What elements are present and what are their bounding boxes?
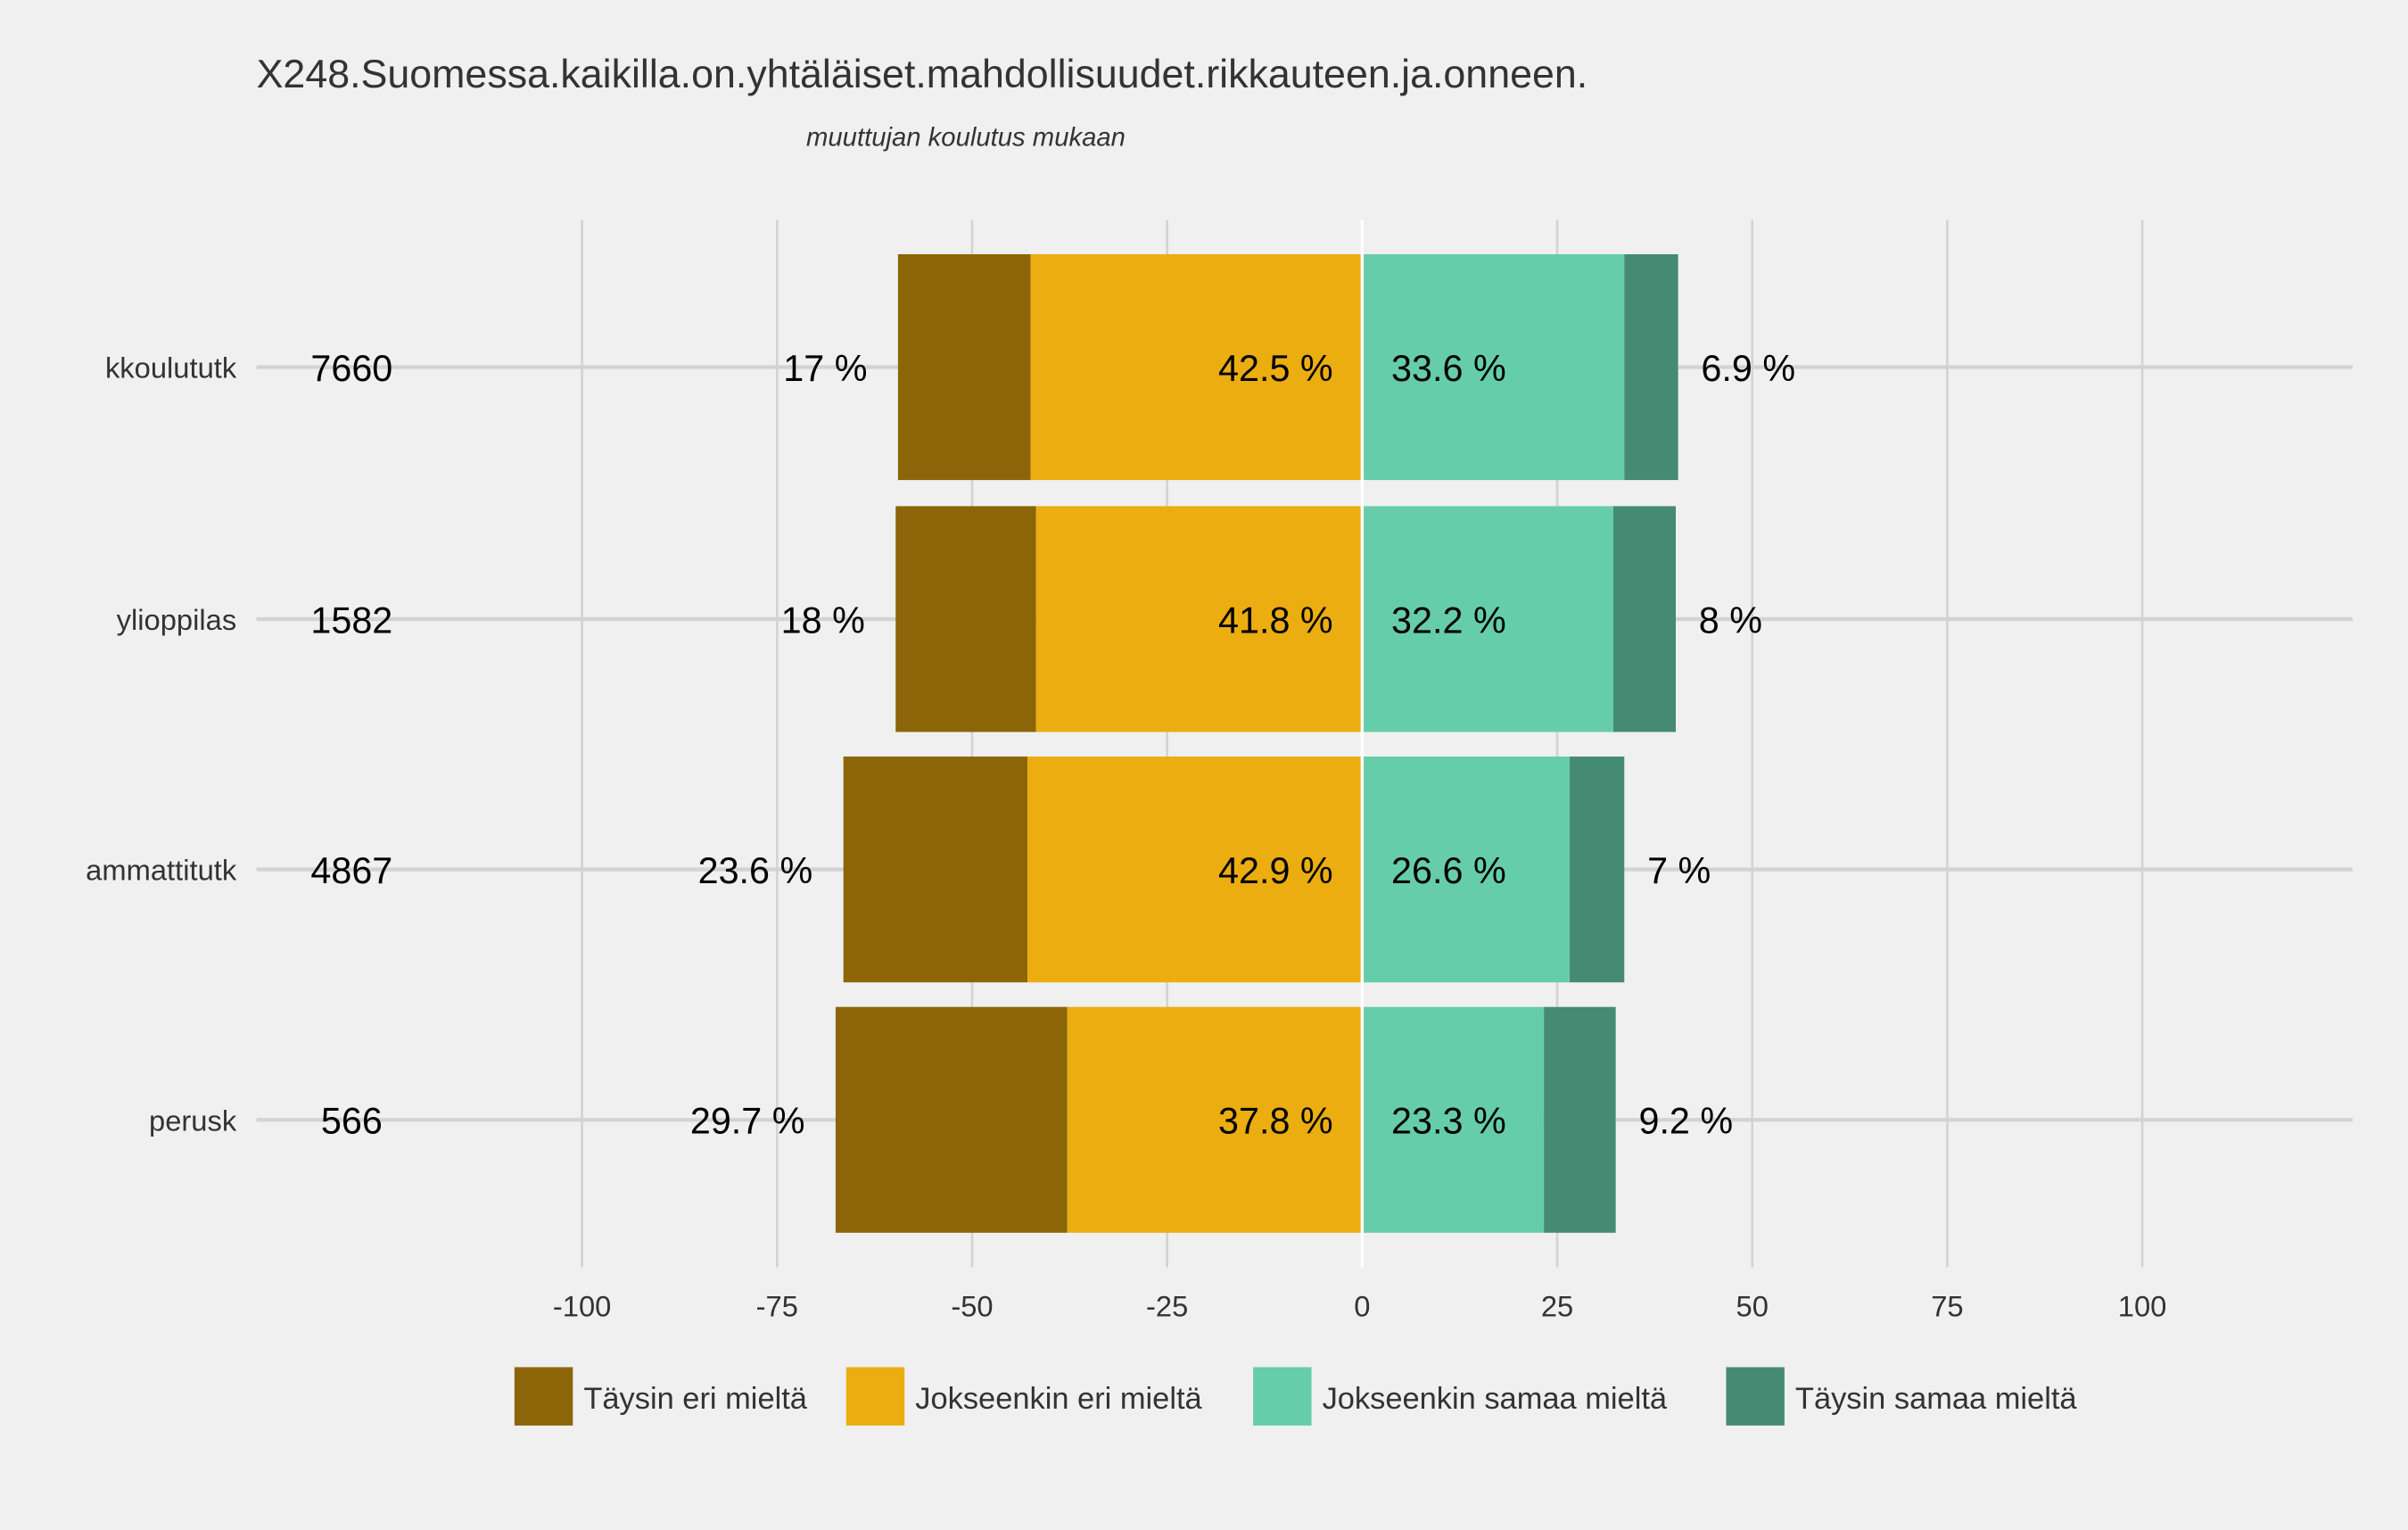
bars [835,219,1678,1268]
x-tick-label: 50 [1736,1290,1769,1323]
bar-jokseenkin-samaa [1362,757,1571,983]
category-label: perusk [149,1104,237,1137]
bar-taysin-eri [897,253,1031,481]
x-tick-label: -50 [951,1290,993,1323]
data-label: 6.9 % [1701,348,1795,389]
category-label: ylioppilas [117,603,237,636]
bar-taysin-eri [895,506,1036,732]
bar-jokseenkin-eri [1067,1006,1363,1233]
bar-jokseenkin-eri [1027,757,1363,983]
bar-jokseenkin-samaa [1362,506,1614,732]
count-label: 7660 [310,348,392,389]
data-label: 33.6 % [1391,348,1506,389]
bar-taysin-samaa [1613,506,1676,732]
bar-taysin-samaa [1570,757,1625,983]
data-label: 9.2 % [1638,1101,1733,1142]
data-label: 8 % [1699,600,1762,641]
x-tick-label: -100 [553,1290,611,1323]
x-axis: -100 -75 -50 -25 0 25 50 75 100 [553,1290,2166,1323]
x-tick-label: -25 [1146,1290,1188,1323]
bar-taysin-samaa [1544,1006,1616,1233]
data-label: 26.6 % [1391,850,1506,891]
legend-label: Täysin samaa mieltä [1795,1382,2078,1416]
chart-title: X248.Suomessa.kaikilla.on.yhtäläiset.mah… [257,52,1588,96]
legend-swatch [514,1367,573,1426]
bar-jokseenkin-samaa [1362,253,1625,481]
legend-swatch [1253,1367,1312,1426]
legend-swatch [1726,1367,1785,1426]
count-label: 1582 [310,600,392,641]
legend-swatch [845,1367,905,1426]
bar-taysin-samaa [1624,253,1678,481]
legend: Täysin eri mieltä Jokseenkin eri mieltä Jo… [514,1367,2078,1426]
data-label: 23.6 % [698,850,813,891]
legend-label: Jokseenkin samaa mieltä [1323,1382,1668,1416]
data-label: 37.8 % [1218,1101,1333,1142]
data-label: 23.3 % [1391,1101,1506,1142]
data-label: 32.2 % [1391,600,1506,641]
data-label: 42.9 % [1218,850,1333,891]
x-tick-label: -75 [756,1290,798,1323]
data-label: 7 % [1647,850,1711,891]
count-label: 566 [321,1101,383,1142]
legend-label: Jokseenkin eri mieltä [915,1382,1202,1416]
data-label: 42.5 % [1218,348,1333,389]
data-label: 18 % [781,600,865,641]
data-label: 29.7 % [690,1101,805,1142]
bar-jokseenkin-eri [1035,506,1363,732]
data-label: 41.8 % [1218,600,1333,641]
x-tick-label: 75 [1931,1290,1963,1323]
bar-taysin-eri [843,757,1028,983]
data-labels: kkoulututk 7660 17 % 42.5 % 33.6 % 6.9 % yliop… [86,348,1795,1142]
x-tick-label: 25 [1541,1290,1573,1323]
x-tick-label: 100 [2118,1290,2167,1323]
category-label: kkoulututk [105,351,237,385]
legend-label: Täysin eri mieltä [583,1382,807,1416]
x-tick-label: 0 [1354,1290,1370,1323]
bar-jokseenkin-eri [1030,253,1363,481]
bar-taysin-eri [835,1006,1068,1233]
bar-jokseenkin-samaa [1362,1006,1545,1233]
data-label: 17 % [783,348,867,389]
chart-subtitle: muuttujan koulutus mukaan [806,124,1126,153]
category-label: ammattitutk [86,854,237,887]
count-label: 4867 [310,850,392,891]
